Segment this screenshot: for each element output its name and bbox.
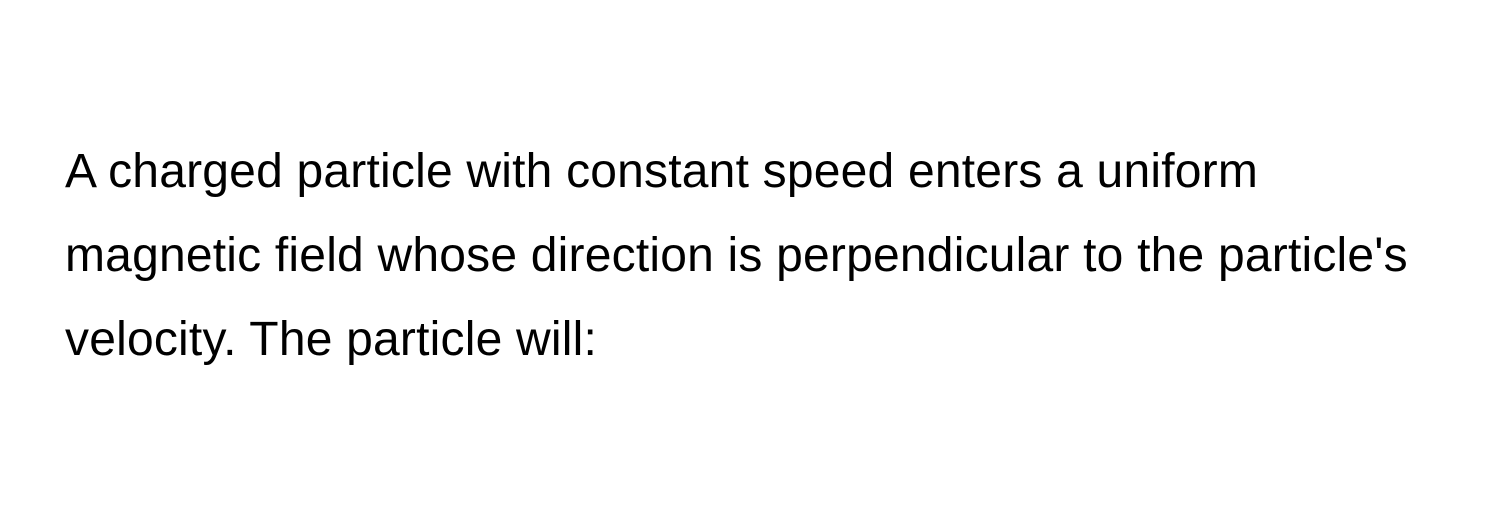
question-text: A charged particle with constant speed e… [65, 130, 1435, 382]
